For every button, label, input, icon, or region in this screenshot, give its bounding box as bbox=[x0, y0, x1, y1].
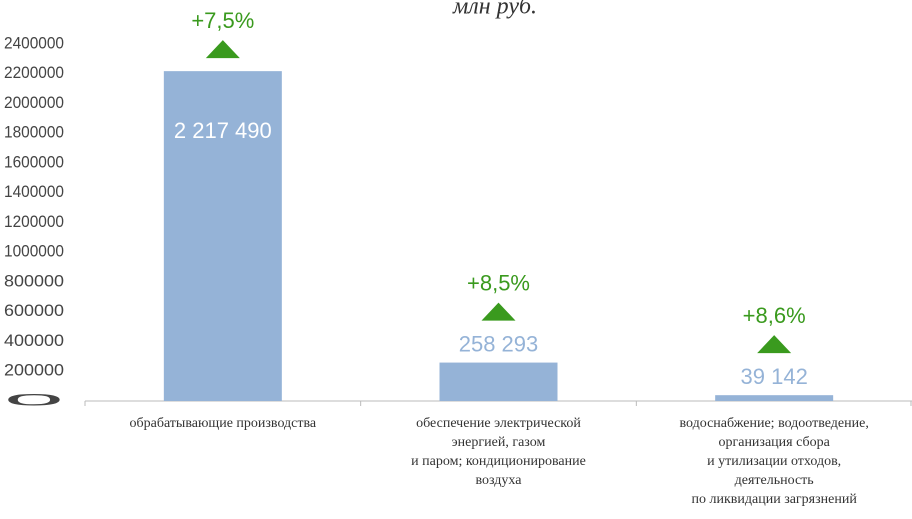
bar bbox=[163, 71, 282, 401]
x-tick-label-line: по ликвидации загрязнений bbox=[692, 492, 858, 507]
y-tick-label: 1000000 bbox=[4, 242, 64, 261]
x-tick-label-line: и утилизации отходов, bbox=[707, 454, 841, 469]
x-tick-label: обеспечение электрической энергией, газом… bbox=[411, 416, 586, 488]
x-tick-label-line: энергией, газом bbox=[452, 435, 546, 450]
y-tick-label: 2400000 bbox=[4, 33, 64, 52]
x-tick-label-line: и паром; кондиционирование bbox=[411, 454, 586, 469]
y-tick-label: 200000 bbox=[4, 361, 64, 380]
value-label: 39 142 bbox=[741, 364, 808, 389]
x-tick-label-line: обеспечение электрической bbox=[416, 416, 581, 431]
x-tick-label-line: обрабатывающие производства bbox=[130, 416, 317, 431]
y-tick-label: 2000000 bbox=[4, 93, 64, 112]
y-tick-label: 600000 bbox=[4, 301, 64, 320]
bar bbox=[715, 395, 834, 401]
change-marker bbox=[205, 40, 240, 59]
y-tick-label: 0 bbox=[4, 390, 64, 409]
change-marker bbox=[757, 335, 792, 354]
chart-subtitle: млн руб. bbox=[452, 0, 537, 20]
y-tick-label: 1400000 bbox=[4, 182, 64, 201]
x-tick-label-line: организация сбора bbox=[718, 435, 830, 450]
change-label: +7,5% bbox=[191, 8, 254, 33]
y-tick-label: 400000 bbox=[4, 331, 64, 350]
y-tick-label: 800000 bbox=[4, 271, 64, 290]
y-tick-label: 1800000 bbox=[4, 123, 64, 142]
change-label: +8,6% bbox=[743, 303, 806, 328]
x-tick-label: обрабатывающие производства bbox=[130, 416, 317, 431]
x-tick-label: водоснабжение; водоотведение, организация… bbox=[680, 416, 869, 507]
x-tick-label-line: деятельность bbox=[735, 473, 814, 488]
y-tick-label: 1200000 bbox=[4, 212, 64, 231]
x-tick-label-line: водоснабжение; водоотведение, bbox=[680, 416, 869, 431]
change-marker bbox=[481, 302, 516, 321]
value-label: 258 293 bbox=[459, 331, 539, 356]
value-label: 2 217 490 bbox=[174, 118, 272, 143]
bar bbox=[439, 362, 558, 401]
change-label: +8,5% bbox=[467, 270, 530, 295]
x-tick-label-line: воздуха bbox=[476, 473, 523, 488]
y-tick-label: 2200000 bbox=[4, 63, 64, 82]
y-tick-label: 1600000 bbox=[4, 152, 64, 171]
